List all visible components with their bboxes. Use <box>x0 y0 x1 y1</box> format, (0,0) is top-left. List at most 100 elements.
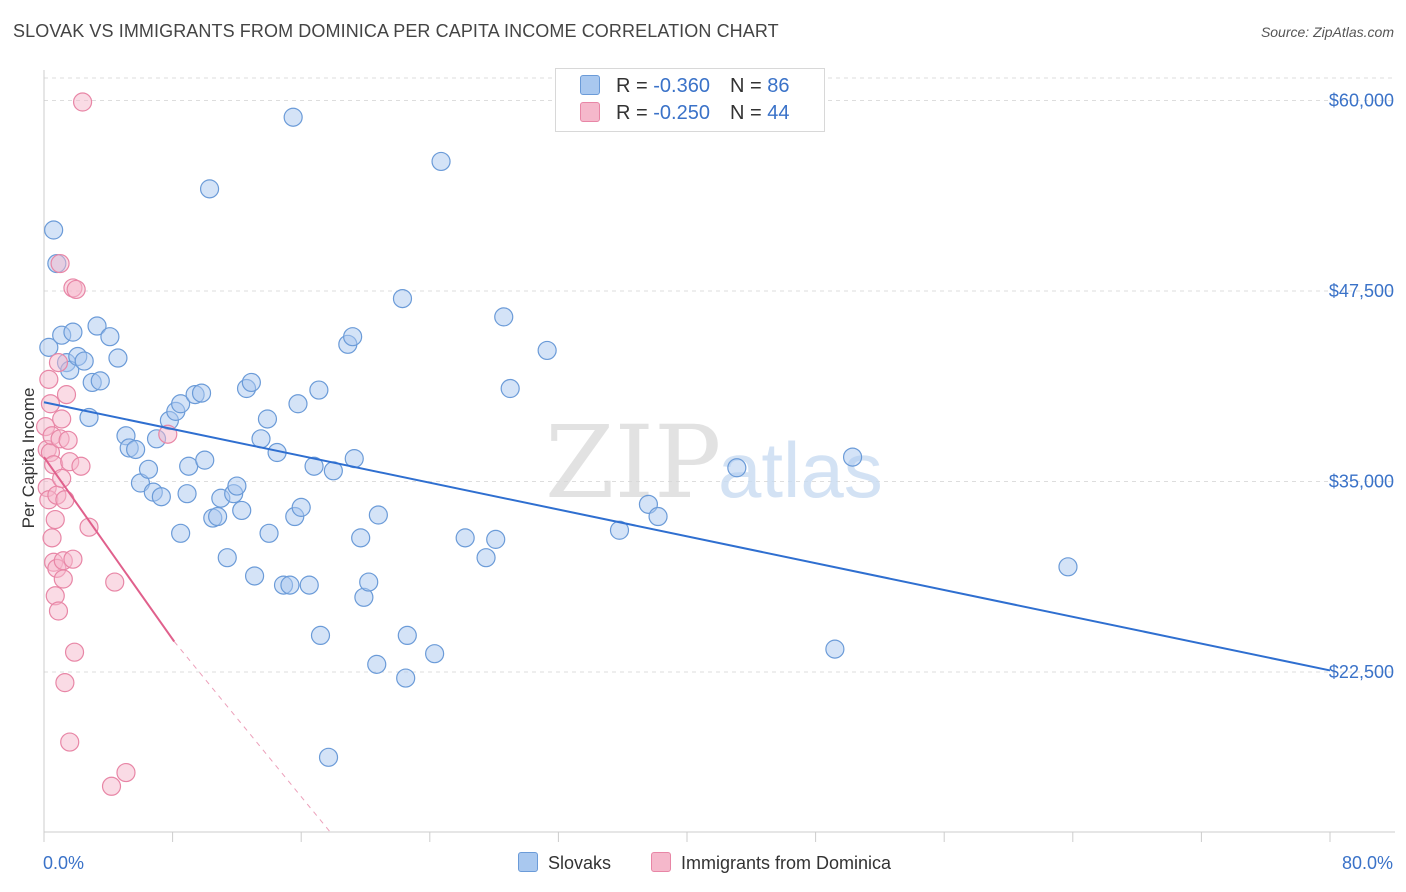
point-slovaks <box>842 447 863 467</box>
point-slovaks <box>39 337 59 357</box>
trend-line-slovaks <box>43 401 1331 672</box>
point-dominica <box>55 490 75 510</box>
point-slovaks <box>138 459 159 479</box>
point-slovaks <box>367 654 387 674</box>
point-slovaks <box>392 289 413 309</box>
point-slovaks <box>177 484 197 504</box>
point-dominica <box>72 92 93 112</box>
point-slovaks <box>825 639 845 659</box>
legend-row-slovaks: R = -0.360 N = 86 <box>580 75 789 99</box>
legend-r-label: R = <box>616 102 654 124</box>
point-slovaks <box>217 548 237 568</box>
point-dominica <box>58 430 78 450</box>
point-dominica <box>39 369 59 389</box>
legend-n-label: N = <box>729 102 768 124</box>
bottom-legend-swatch-pink <box>651 852 671 872</box>
point-slovaks <box>397 625 417 646</box>
legend-n-value: 44 <box>767 102 790 124</box>
point-slovaks <box>191 383 212 403</box>
point-slovaks <box>359 572 379 592</box>
point-slovaks <box>259 523 279 543</box>
point-dominica <box>101 776 122 796</box>
point-slovaks <box>126 439 146 460</box>
chart-title: SLOVAK VS IMMIGRANTS FROM DOMINICA PER C… <box>13 21 779 41</box>
point-slovaks <box>171 523 191 543</box>
bottom-legend-label: Slovaks <box>548 853 612 873</box>
point-slovaks <box>310 625 331 646</box>
point-slovaks <box>288 394 308 414</box>
point-slovaks <box>727 458 747 478</box>
bottom-legend-dominica: Immigrants from Dominica <box>651 852 891 874</box>
point-slovaks <box>108 348 128 368</box>
point-slovaks <box>74 351 94 371</box>
point-dominica <box>52 409 72 429</box>
y-tick-label: $47,500 <box>1329 281 1394 301</box>
trend-line-dominica <box>43 456 176 643</box>
legend-r-label: R = <box>616 75 654 97</box>
point-dominica <box>64 642 85 662</box>
point-dominica <box>55 673 75 693</box>
watermark-zip: ZIP <box>545 404 721 521</box>
trend-lines <box>43 401 1331 833</box>
point-dominica <box>48 353 69 373</box>
point-dominica <box>53 569 73 589</box>
source-label: Source: ZipAtlas.com <box>1260 24 1394 40</box>
point-slovaks <box>227 476 247 496</box>
point-slovaks <box>280 575 300 595</box>
point-slovaks <box>179 456 199 476</box>
legend-row-dominica: R = -0.250 N = 44 <box>580 102 789 126</box>
point-slovaks <box>299 575 319 595</box>
data-points <box>36 92 1078 796</box>
point-dominica <box>66 279 86 300</box>
point-slovaks <box>199 179 220 199</box>
point-dominica <box>48 601 69 621</box>
legend-swatch-blue <box>580 75 600 95</box>
point-slovaks <box>251 429 271 449</box>
point-slovaks <box>241 372 261 393</box>
point-slovaks <box>494 307 514 327</box>
point-slovaks <box>171 394 191 414</box>
point-dominica <box>50 253 70 274</box>
point-slovaks <box>63 322 83 342</box>
bottom-legend-slovaks: Slovaks <box>518 852 611 874</box>
point-slovaks <box>486 529 506 549</box>
point-slovaks <box>151 487 171 507</box>
point-slovaks <box>648 506 668 527</box>
point-slovaks <box>87 316 107 336</box>
point-dominica <box>45 509 65 530</box>
point-slovaks <box>283 107 303 127</box>
point-dominica <box>79 517 99 537</box>
legend-r-value: -0.250 <box>653 102 710 124</box>
legend-n-label: N = <box>729 75 768 97</box>
point-slovaks <box>304 456 324 476</box>
y-tick-label: $22,500 <box>1329 662 1394 682</box>
point-dominica <box>116 762 136 783</box>
bottom-legend-label: Immigrants from Dominica <box>681 853 892 873</box>
point-slovaks <box>500 378 520 399</box>
legend-r-value: -0.360 <box>653 75 710 97</box>
point-dominica <box>71 456 91 476</box>
point-slovaks <box>1058 557 1078 577</box>
point-slovaks <box>208 506 228 527</box>
point-slovaks <box>195 450 215 470</box>
legend-n-value: 86 <box>767 75 790 97</box>
point-dominica <box>105 572 125 592</box>
legend-swatch-pink <box>580 102 600 122</box>
point-slovaks <box>351 528 371 548</box>
legend-box: R = -0.360 N = 86 R = -0.250 N = 44 <box>555 68 825 132</box>
point-slovaks <box>232 500 252 521</box>
point-slovaks <box>100 327 120 347</box>
point-dominica <box>56 385 77 405</box>
point-slovaks <box>318 747 339 767</box>
point-dominica <box>60 732 80 752</box>
point-slovaks <box>455 528 475 548</box>
point-slovaks <box>431 151 451 172</box>
bottom-legend-swatch-blue <box>518 852 538 872</box>
y-axis-label: Per Capita Income <box>19 388 38 529</box>
point-dominica <box>42 528 62 548</box>
point-slovaks <box>537 340 557 361</box>
point-slovaks <box>425 644 445 664</box>
point-slovaks <box>244 566 265 586</box>
x-axis-min-label: 0.0% <box>43 853 85 873</box>
